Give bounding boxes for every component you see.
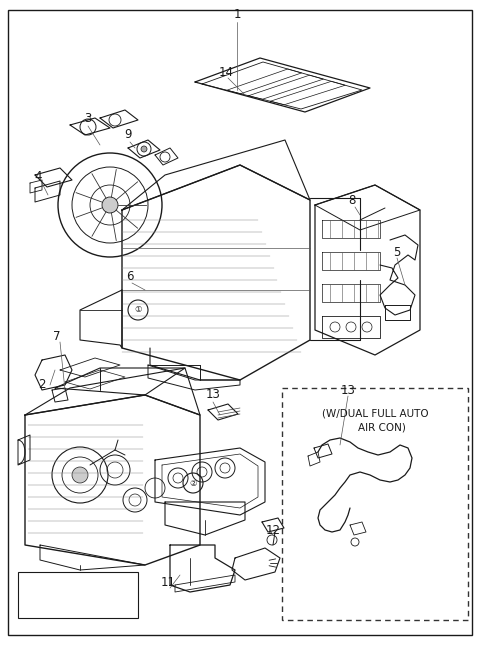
- Circle shape: [128, 300, 148, 320]
- Text: 5: 5: [393, 246, 401, 259]
- Text: 1: 1: [233, 8, 241, 21]
- Text: 7: 7: [53, 330, 61, 344]
- Circle shape: [183, 473, 203, 493]
- Text: 14: 14: [218, 66, 233, 79]
- Text: 13: 13: [341, 384, 355, 397]
- Text: (W/DUAL FULL AUTO: (W/DUAL FULL AUTO: [322, 408, 428, 418]
- Circle shape: [141, 146, 147, 152]
- Circle shape: [102, 197, 118, 213]
- Bar: [282, 388, 468, 620]
- Text: 11: 11: [160, 575, 176, 588]
- Text: ②: ②: [189, 479, 197, 488]
- Bar: [18, 572, 138, 618]
- Text: 13: 13: [205, 388, 220, 401]
- Circle shape: [72, 467, 88, 483]
- Text: NOTE: NOTE: [26, 575, 51, 584]
- Text: 12: 12: [265, 524, 280, 537]
- Text: 3: 3: [84, 112, 92, 124]
- Text: 4: 4: [34, 170, 42, 183]
- Text: AIR CON): AIR CON): [345, 422, 406, 432]
- Text: THE NO.10 : ① ~ ②: THE NO.10 : ① ~ ②: [26, 599, 120, 609]
- Text: ①: ①: [134, 306, 142, 315]
- Text: 8: 8: [348, 195, 356, 208]
- Text: 6: 6: [126, 270, 134, 284]
- Text: 2: 2: [38, 379, 46, 392]
- Text: 9: 9: [124, 128, 132, 141]
